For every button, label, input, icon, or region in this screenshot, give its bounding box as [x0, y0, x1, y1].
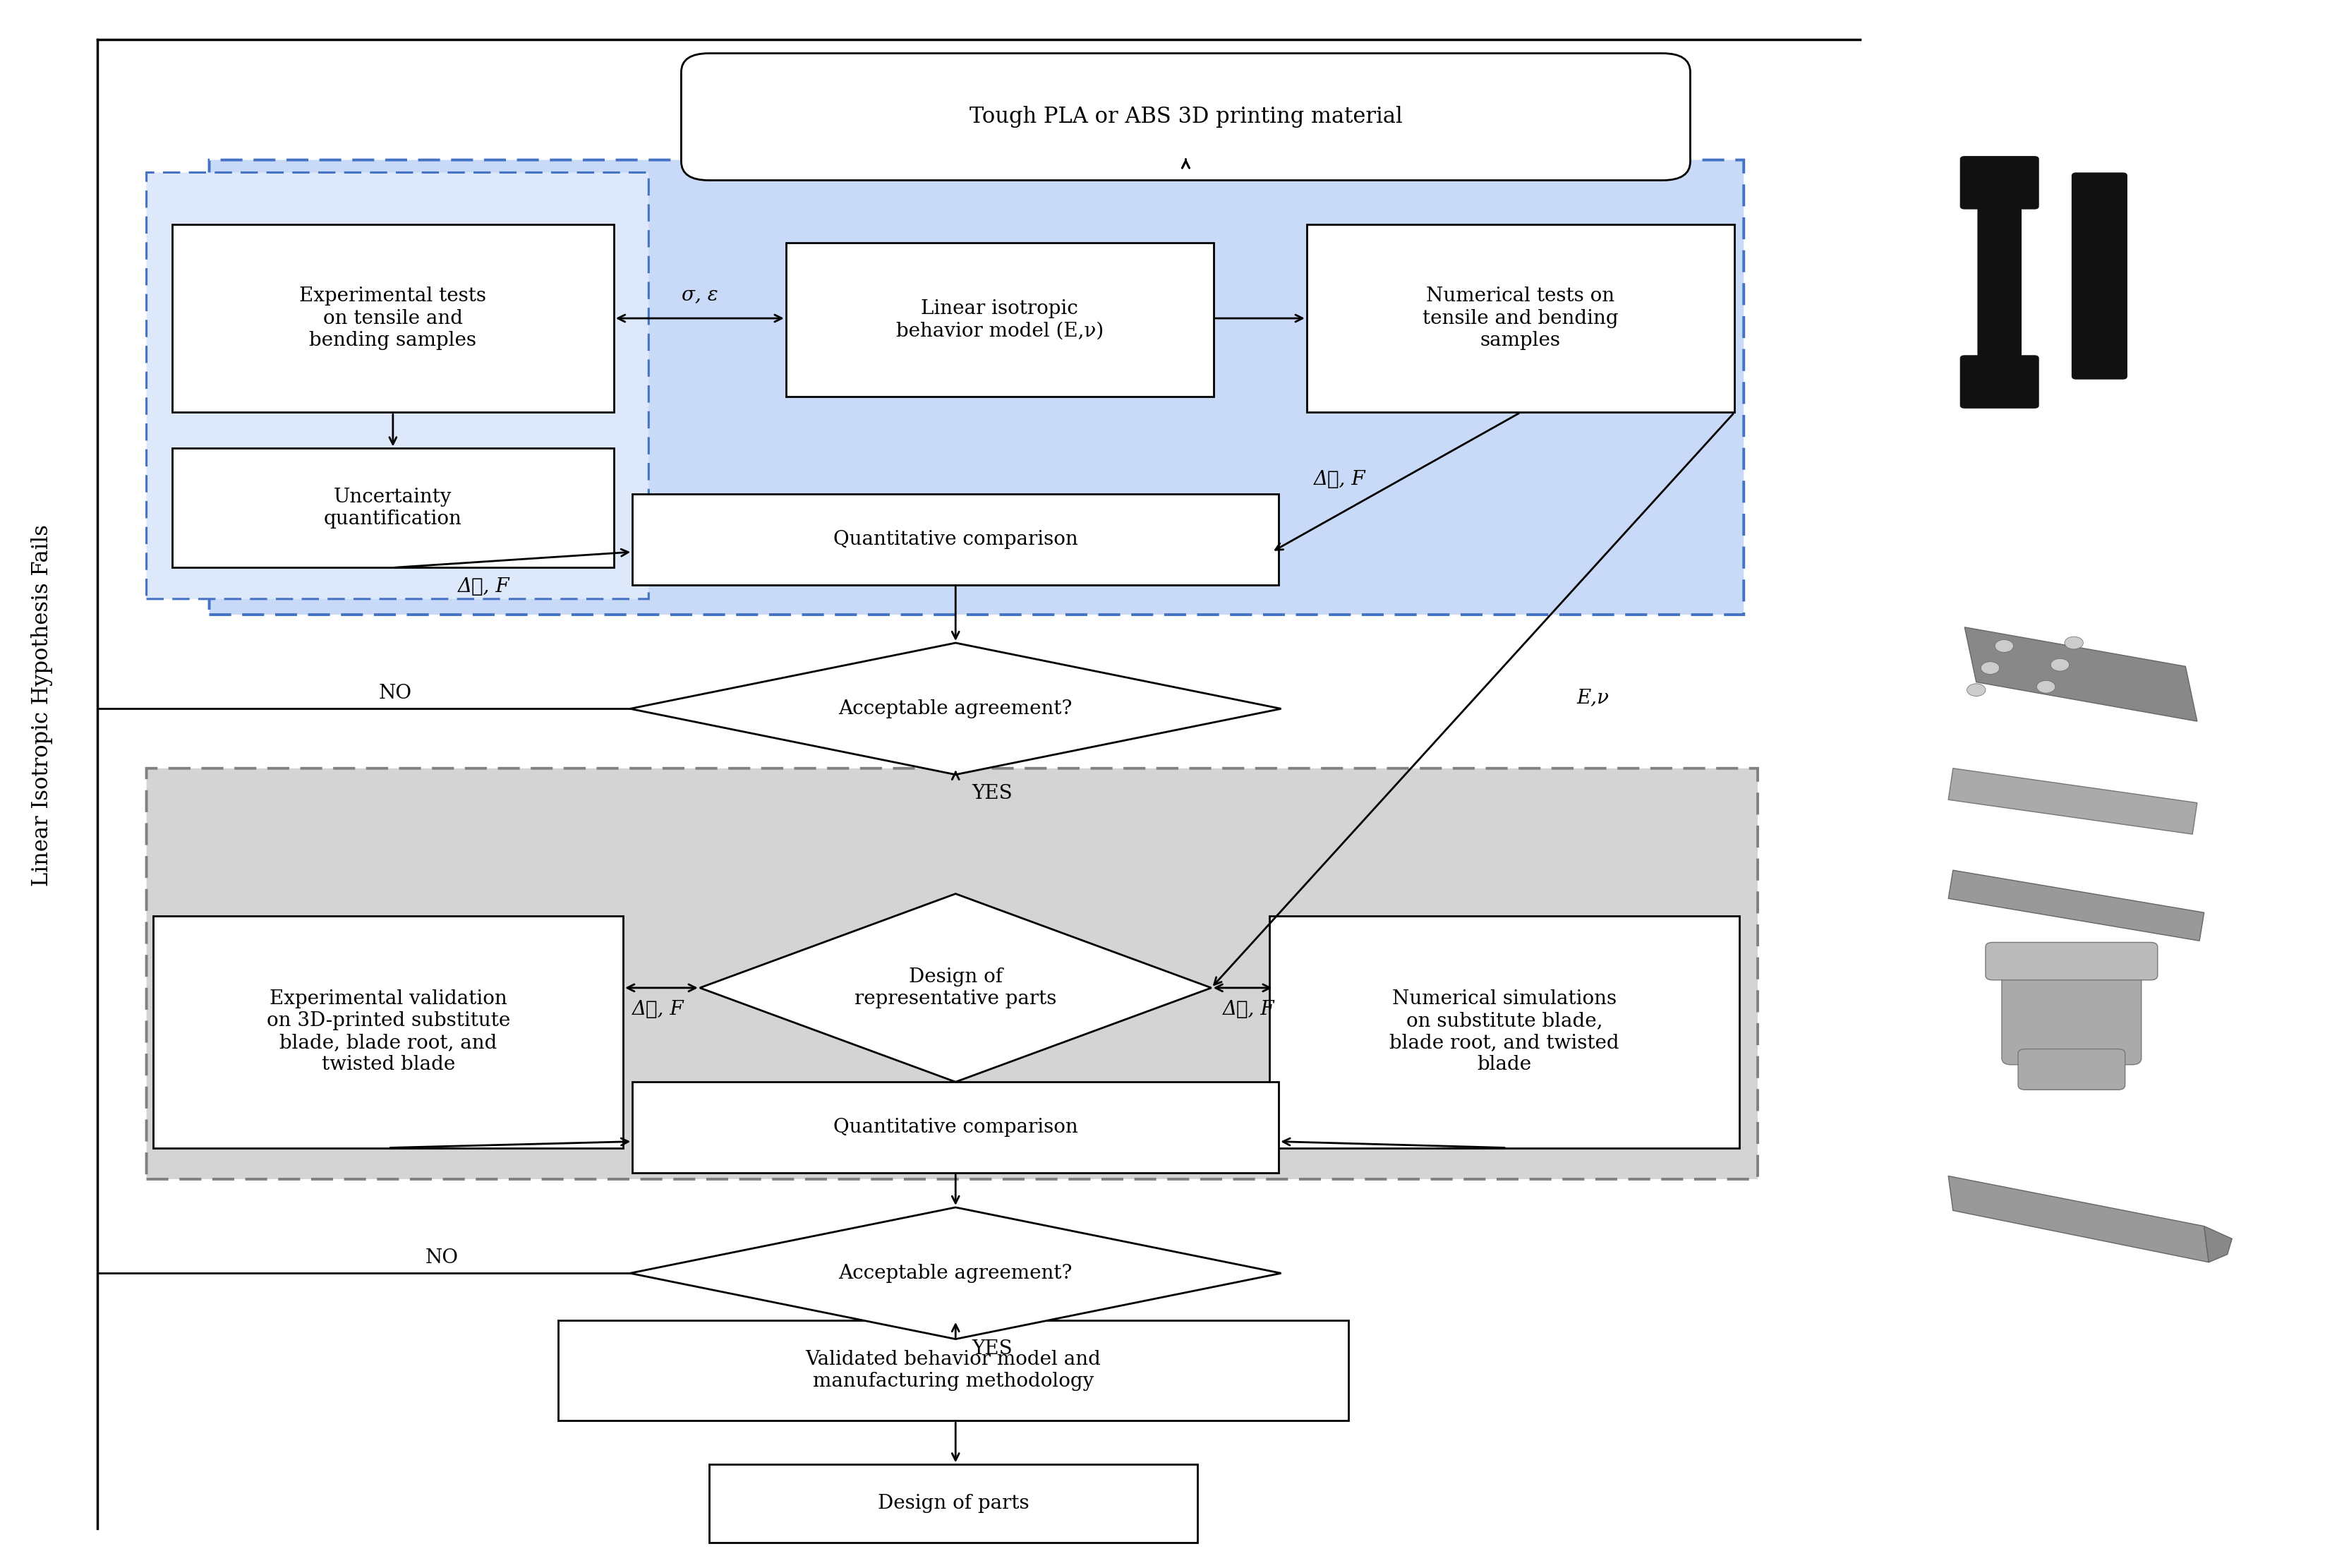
Text: Validated behavior model and
manufacturing methodology: Validated behavior model and manufacturi…	[804, 1350, 1102, 1391]
Text: E,ν: E,ν	[1576, 688, 1609, 707]
Polygon shape	[1965, 627, 2197, 721]
FancyBboxPatch shape	[1960, 157, 2039, 210]
Text: σ, ε: σ, ε	[681, 285, 718, 304]
Text: Tough PLA or ABS 3D printing material: Tough PLA or ABS 3D printing material	[970, 107, 1402, 127]
Text: Experimental tests
on tensile and
bending samples: Experimental tests on tensile and bendin…	[300, 287, 486, 350]
Text: Design of parts: Design of parts	[877, 1494, 1030, 1513]
FancyBboxPatch shape	[681, 53, 1690, 180]
Text: Experimental validation
on 3D-printed substitute
blade, blade root, and
twisted : Experimental validation on 3D-printed su…	[267, 989, 509, 1074]
Circle shape	[2051, 659, 2069, 671]
Text: Δℓ, F: Δℓ, F	[1223, 1000, 1274, 1019]
FancyBboxPatch shape	[153, 916, 623, 1148]
Polygon shape	[1948, 768, 2197, 834]
Polygon shape	[630, 1207, 1281, 1339]
Polygon shape	[630, 643, 1281, 775]
Text: Δℓ, F: Δℓ, F	[458, 577, 509, 596]
Text: Δℓ, F: Δℓ, F	[1314, 470, 1365, 489]
FancyBboxPatch shape	[209, 160, 1744, 615]
Text: NO: NO	[425, 1248, 458, 1267]
FancyBboxPatch shape	[1307, 224, 1734, 412]
Polygon shape	[700, 894, 1211, 1082]
Text: Acceptable agreement?: Acceptable agreement?	[839, 699, 1072, 718]
FancyBboxPatch shape	[172, 224, 614, 412]
Circle shape	[2065, 637, 2083, 649]
FancyBboxPatch shape	[2002, 961, 2141, 1065]
FancyBboxPatch shape	[146, 768, 1758, 1179]
Text: Acceptable agreement?: Acceptable agreement?	[839, 1264, 1072, 1283]
FancyBboxPatch shape	[1976, 188, 2023, 378]
Text: Linear isotropic
behavior model (E,ν): Linear isotropic behavior model (E,ν)	[895, 299, 1104, 340]
Circle shape	[2037, 681, 2055, 693]
Text: NO: NO	[379, 684, 412, 702]
Polygon shape	[1948, 870, 2204, 941]
FancyBboxPatch shape	[1960, 356, 2039, 409]
FancyBboxPatch shape	[632, 494, 1279, 585]
Polygon shape	[1948, 1176, 2209, 1262]
Text: Δℓ, F: Δℓ, F	[632, 1000, 684, 1019]
FancyBboxPatch shape	[146, 172, 649, 599]
FancyBboxPatch shape	[172, 448, 614, 568]
FancyBboxPatch shape	[2018, 1049, 2125, 1090]
FancyBboxPatch shape	[632, 1082, 1279, 1173]
Circle shape	[1995, 640, 2013, 652]
Text: Numerical simulations
on substitute blade,
blade root, and twisted
blade: Numerical simulations on substitute blad…	[1390, 989, 1618, 1074]
Text: Linear Isotropic Hypothesis Fails: Linear Isotropic Hypothesis Fails	[30, 525, 53, 886]
Text: Design of
representative parts: Design of representative parts	[856, 967, 1056, 1008]
Text: Quantitative comparison: Quantitative comparison	[832, 1118, 1079, 1137]
Text: YES: YES	[972, 1339, 1011, 1358]
FancyBboxPatch shape	[1986, 942, 2158, 980]
Text: Uncertainty
quantification: Uncertainty quantification	[323, 488, 463, 528]
FancyBboxPatch shape	[558, 1320, 1348, 1421]
FancyBboxPatch shape	[709, 1465, 1197, 1543]
FancyBboxPatch shape	[1269, 916, 1739, 1148]
Circle shape	[1967, 684, 1986, 696]
Polygon shape	[2204, 1226, 2232, 1262]
Circle shape	[1981, 662, 2000, 674]
Text: Numerical tests on
tensile and bending
samples: Numerical tests on tensile and bending s…	[1423, 287, 1618, 350]
Text: YES: YES	[972, 784, 1011, 803]
Text: Quantitative comparison: Quantitative comparison	[832, 530, 1079, 549]
FancyBboxPatch shape	[786, 243, 1214, 397]
FancyBboxPatch shape	[2072, 172, 2127, 379]
